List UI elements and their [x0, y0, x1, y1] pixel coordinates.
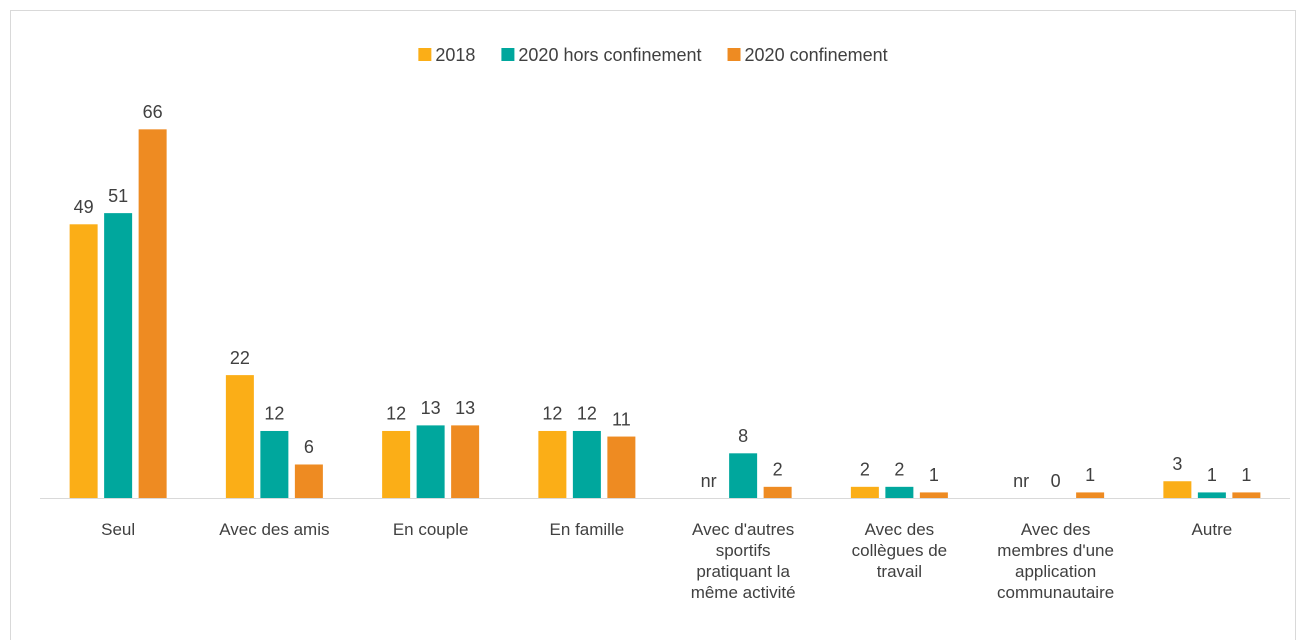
x-tick-line: En famille	[550, 520, 625, 539]
x-tick-line: Avec des amis	[219, 520, 329, 539]
legend-label: 2020 hors confinement	[518, 45, 701, 65]
data-label: 1	[1085, 465, 1095, 485]
chart-frame	[10, 10, 1296, 640]
data-label: 12	[542, 404, 562, 424]
data-label: 0	[1051, 471, 1061, 491]
bar	[104, 213, 133, 498]
data-label: 12	[386, 404, 406, 424]
bar	[729, 453, 758, 498]
data-label: 12	[577, 404, 597, 424]
bar	[1197, 492, 1226, 498]
bar	[538, 430, 567, 498]
x-tick-line: En couple	[393, 520, 469, 539]
legend: 2018 2020 hors confinement 2020 confinemen…	[418, 45, 888, 65]
bar	[1232, 492, 1261, 498]
x-tick-line: collègues de	[852, 541, 947, 560]
legend-swatch	[418, 48, 432, 61]
x-tick-label: Avec des collègues de travail	[852, 520, 947, 581]
bar	[607, 436, 636, 498]
x-tick-line: pratiquant la	[696, 562, 790, 581]
bar	[416, 425, 445, 498]
data-label: nr	[701, 471, 717, 491]
bar	[1163, 481, 1192, 498]
data-label: 13	[421, 398, 441, 418]
data-label: 1	[1207, 465, 1217, 485]
data-label: 66	[143, 102, 163, 122]
data-label: 13	[455, 398, 475, 418]
data-label: 51	[108, 186, 128, 206]
bar	[885, 486, 914, 498]
bar	[294, 464, 323, 498]
bar	[382, 430, 411, 498]
x-tick-line: membres d'une	[997, 541, 1114, 560]
x-tick-label: Avec des amis	[219, 520, 329, 539]
data-label: 2	[860, 460, 870, 480]
bar	[572, 430, 601, 498]
bar	[69, 224, 98, 499]
x-tick-label: Avec d'autres sportifs pratiquant la même a…	[691, 520, 796, 602]
data-label: 1	[929, 465, 939, 485]
data-label: 1	[1241, 465, 1251, 485]
x-tick-line: sportifs	[716, 541, 771, 560]
data-label: 2	[773, 460, 783, 480]
x-tick-line: communautaire	[997, 583, 1114, 602]
data-label: 49	[74, 197, 94, 217]
bar	[260, 430, 289, 498]
bar	[850, 486, 879, 498]
data-label: 12	[264, 404, 284, 424]
x-tick-line: Avec d'autres	[692, 520, 794, 539]
bar	[451, 425, 480, 498]
legend-swatch	[727, 48, 741, 61]
legend-label: 2018	[435, 45, 475, 65]
legend-swatch	[501, 48, 515, 61]
x-tick-label: Seul	[101, 520, 135, 539]
data-label: 8	[738, 426, 748, 446]
data-label: 2	[894, 460, 904, 480]
data-label: 11	[612, 409, 631, 429]
x-tick-line: travail	[877, 562, 922, 581]
data-label: 22	[230, 348, 250, 368]
x-tick-line: même activité	[691, 583, 796, 602]
bar	[1076, 492, 1105, 498]
x-tick-line: application	[1015, 562, 1096, 581]
data-label: 3	[1172, 454, 1182, 474]
bar	[138, 129, 167, 499]
bar	[919, 492, 948, 498]
data-label: nr	[1013, 471, 1029, 491]
x-tick-label: Autre	[1192, 520, 1233, 539]
x-tick-line: Seul	[101, 520, 135, 539]
x-tick-line: Avec des	[865, 520, 935, 539]
x-tick-label: Avec des membres d'une application communau…	[997, 520, 1114, 602]
legend-label: 2020 confinement	[745, 45, 888, 65]
bar	[225, 375, 254, 498]
x-tick-label: En couple	[393, 520, 469, 539]
data-label: 6	[304, 437, 314, 457]
x-tick-line: Autre	[1192, 520, 1233, 539]
x-tick-label: En famille	[550, 520, 625, 539]
bar	[763, 486, 792, 498]
x-tick-line: Avec des	[1021, 520, 1091, 539]
